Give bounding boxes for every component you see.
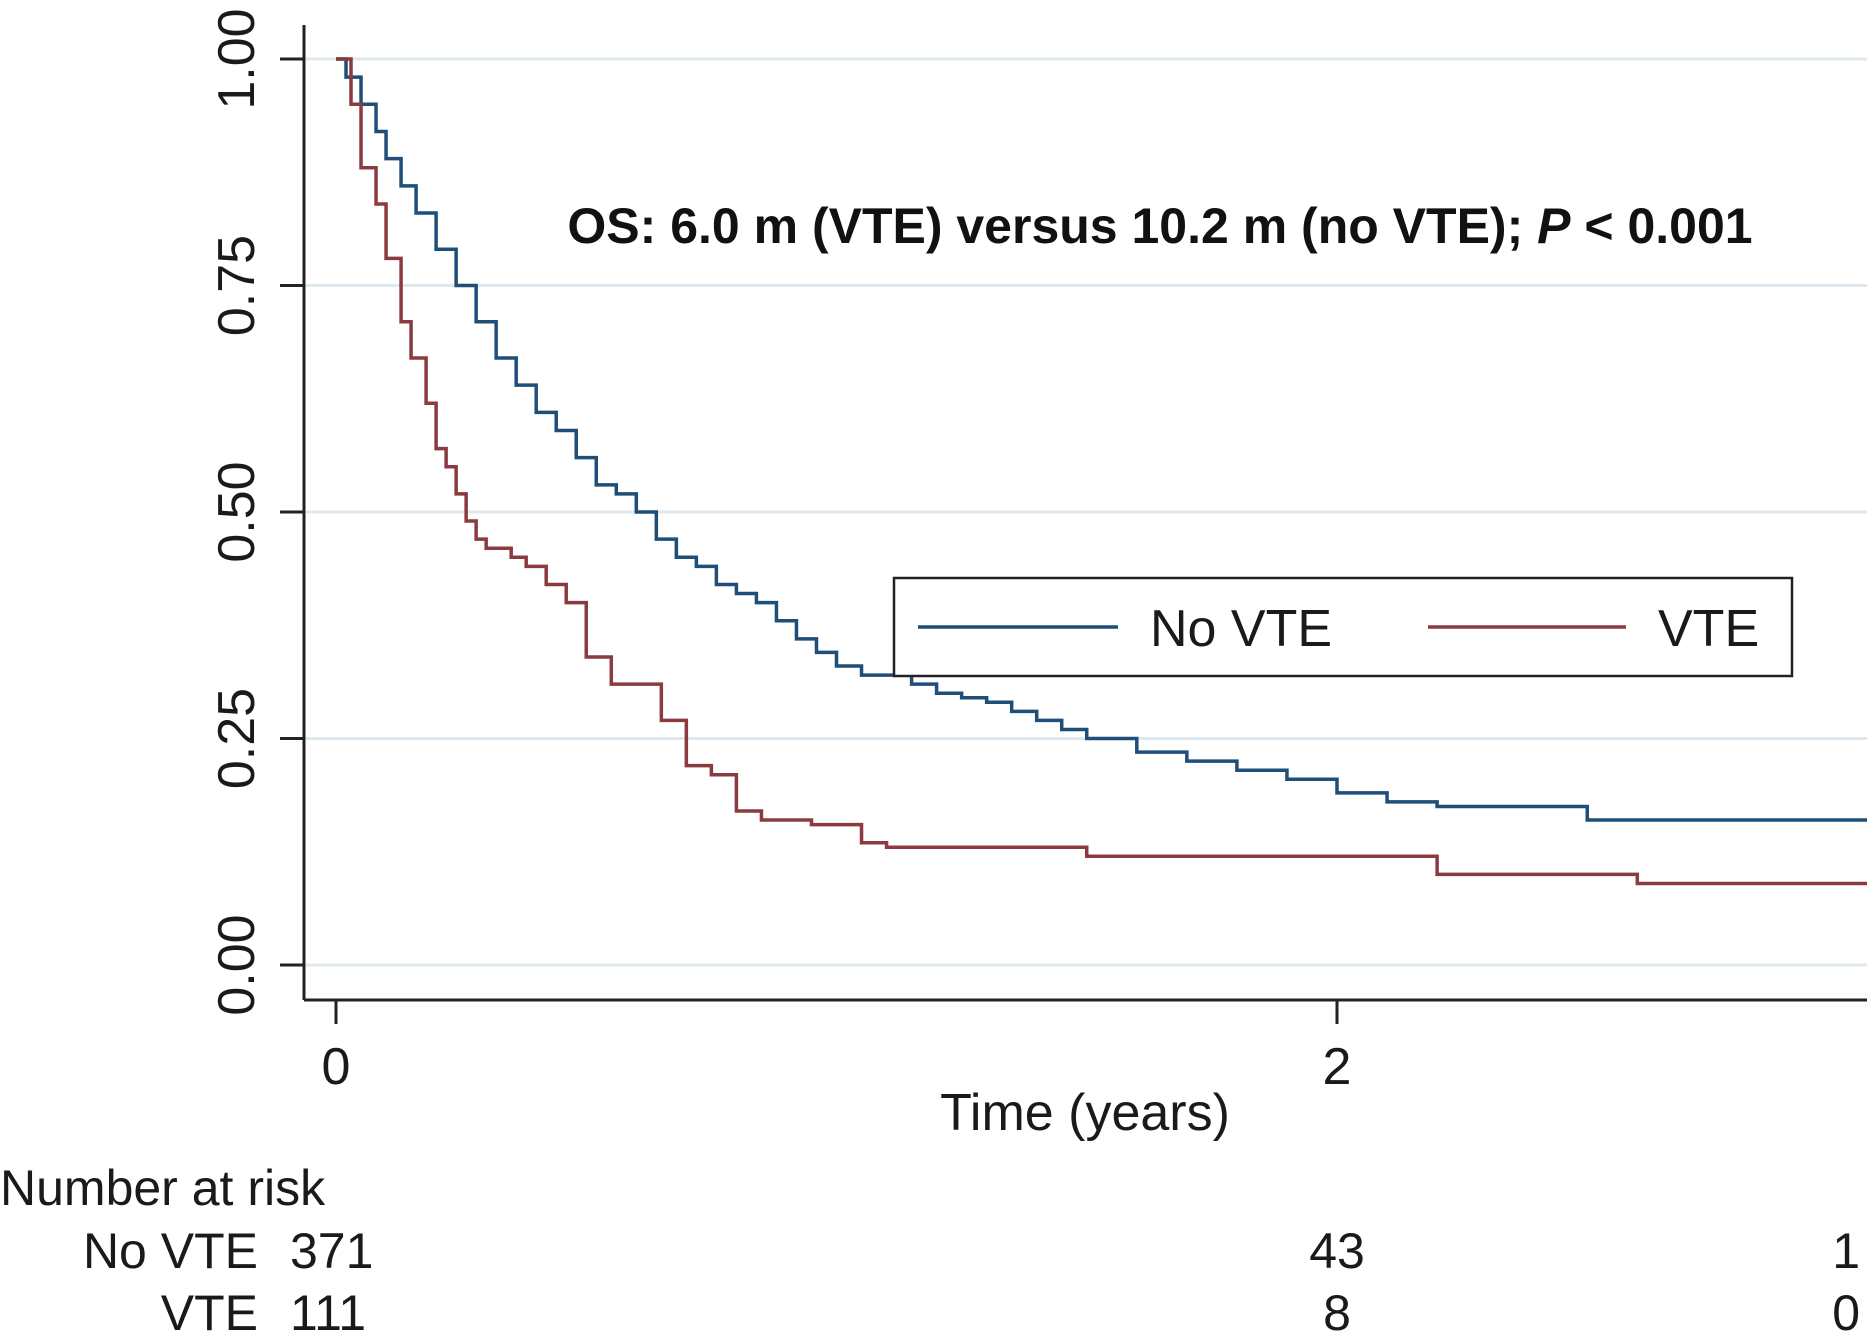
legend-label-vte: VTE [1658,600,1759,658]
risk-table: Number at risk No VTE3714391VTE111830 [0,1160,1860,1333]
y-tick-label-4: 1.00 [208,8,266,109]
y-tick-label-0: 0.00 [208,914,266,1015]
y-tick-label-2: 0.50 [208,461,266,562]
annotation-part1: OS: 6.0 m (VTE) versus 10.2 m (no VTE); [567,198,1537,254]
legend-label-no-vte: No VTE [1150,600,1332,658]
risk-row-label-1: VTE [161,1285,258,1333]
annotation-part2: < 0.001 [1570,198,1752,254]
x-axis-title: Time (years) [940,1084,1230,1142]
y-tick-label-3: 0.75 [208,235,266,336]
annotation-p-symbol: P [1537,198,1571,254]
risk-value-r0-c3: 1 [1832,1223,1860,1279]
x-tick-label-0: 0 [322,1038,351,1096]
annotation-text: OS: 6.0 m (VTE) versus 10.2 m (no VTE); … [567,198,1752,254]
risk-table-rows: No VTE3714391VTE111830 [83,1223,1860,1333]
tick-labels: 0.000.250.500.751.000246 [208,8,1352,1096]
risk-value-r0-c0: 371 [290,1223,373,1279]
grid-lines [304,57,1867,967]
legend: No VTE VTE [892,576,1794,678]
risk-row-label-0: No VTE [83,1223,258,1279]
risk-value-r0-c1: 43 [1309,1223,1365,1279]
survival-curves [336,57,1867,886]
risk-value-r1-c1: 8 [1323,1285,1351,1333]
x-tick-label-1: 2 [1323,1038,1352,1096]
survival-curve-no-vte [336,57,1867,822]
risk-table-title: Number at risk [0,1160,326,1216]
y-tick-label-1: 0.25 [208,688,266,789]
survival-curve-vte [336,57,1867,886]
risk-value-r1-c3: 0 [1832,1285,1860,1333]
risk-value-r1-c0: 111 [290,1285,366,1333]
